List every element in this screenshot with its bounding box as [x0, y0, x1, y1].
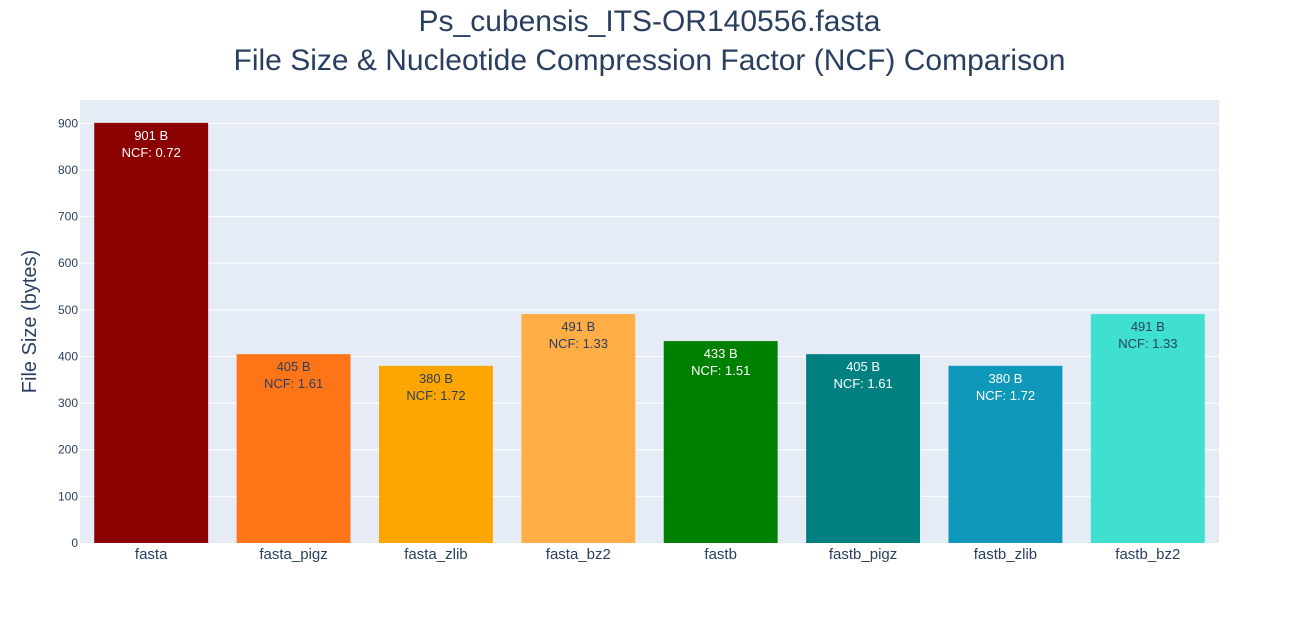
x-tick-label: fasta_zlib [404, 546, 467, 563]
bar-fastb-bz2 [1090, 314, 1205, 543]
bar-size-label: 405 B [277, 359, 311, 374]
x-tick-label: fastb [704, 546, 737, 563]
y-tick-label: 100 [58, 489, 78, 503]
bar-size-label: 901 B [134, 128, 168, 143]
bar-size-label: 433 B [704, 346, 738, 361]
bar-fastb-pigz [806, 354, 921, 543]
bar-size-label: 405 B [846, 359, 880, 374]
bar-size-label: 380 B [419, 371, 453, 386]
x-tick-label: fastb_bz2 [1115, 546, 1180, 563]
bar-fasta-zlib [378, 365, 493, 543]
y-tick-label: 600 [58, 256, 78, 270]
chart-title-line-1: Ps_cubensis_ITS-OR140556.fasta [419, 5, 881, 38]
bar-ncf-label: NCF: 1.61 [833, 376, 892, 391]
bar-ncf-label: NCF: 1.61 [264, 376, 323, 391]
bar-fastb-zlib [948, 365, 1063, 543]
bar-fasta-pigz [236, 354, 351, 543]
bar-ncf-label: NCF: 1.72 [406, 388, 465, 403]
bar-fasta-bz2 [521, 314, 636, 543]
x-tick-label: fasta_bz2 [546, 546, 611, 563]
x-tick-label: fasta [135, 546, 168, 563]
bar-fastb [663, 341, 778, 543]
y-tick-label: 200 [58, 443, 78, 457]
y-axis-ticks: 0 100 200 300 400 500 600 700 800 900 [58, 116, 78, 550]
bar-ncf-label: NCF: 1.72 [976, 388, 1035, 403]
bar-size-label: 491 B [1131, 319, 1165, 334]
bar-ncf-label: NCF: 1.51 [691, 363, 750, 378]
bar-fasta [94, 122, 209, 543]
y-tick-label: 700 [58, 210, 78, 224]
x-axis-ticks: fasta fasta_pigz fasta_zlib fasta_bz2 fastb f… [135, 546, 1180, 563]
bar-size-label: 380 B [988, 371, 1022, 386]
bar-ncf-label: NCF: 1.33 [549, 336, 608, 351]
x-tick-label: fastb_zlib [974, 546, 1037, 563]
y-tick-label: 900 [58, 116, 78, 130]
y-axis-title: File Size (bytes) [19, 250, 41, 393]
x-tick-label: fastb_pigz [829, 546, 897, 563]
y-tick-label: 0 [71, 536, 78, 550]
bar-ncf-label: NCF: 0.72 [122, 145, 181, 160]
y-tick-label: 800 [58, 163, 78, 177]
bar-ncf-label: NCF: 1.33 [1118, 336, 1177, 351]
x-tick-label: fasta_pigz [259, 546, 327, 563]
y-tick-label: 300 [58, 396, 78, 410]
y-tick-label: 500 [58, 303, 78, 317]
y-tick-label: 400 [58, 349, 78, 363]
bar-size-label: 491 B [561, 319, 595, 334]
bars: 901 B NCF: 0.72 405 B NCF: 1.61 380 B NCF: 1.… [94, 122, 1205, 543]
chart-title-line-2: File Size & Nucleotide Compression Facto… [234, 44, 1066, 77]
